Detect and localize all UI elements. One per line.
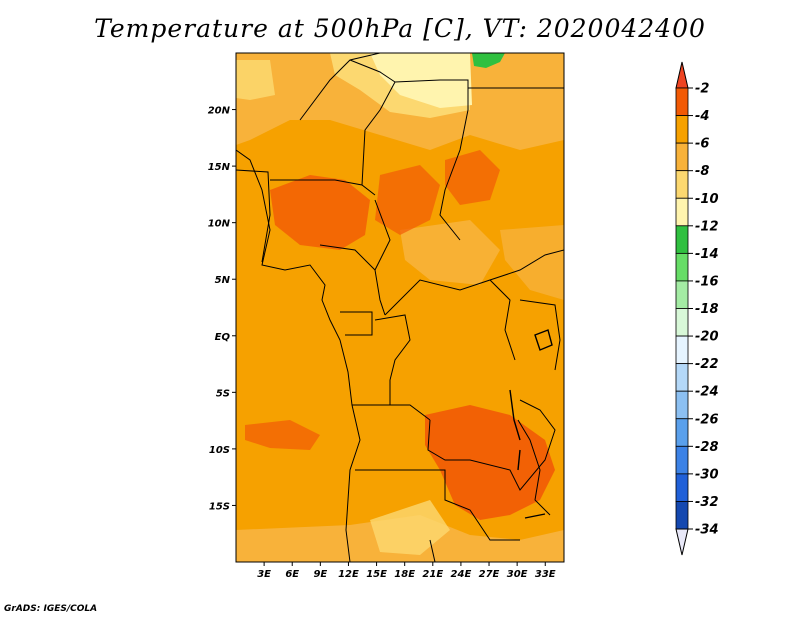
- colorbar-label: -34: [695, 523, 719, 538]
- political-boundaries: [236, 53, 564, 562]
- lon-tick-label: 9E: [313, 569, 327, 580]
- lat-tick-label: 20N: [208, 106, 231, 117]
- map-frame: [235, 52, 565, 563]
- colorbar-label: -24: [695, 385, 719, 400]
- colorbar-label: -28: [695, 440, 719, 455]
- lon-tick-label: 15E: [366, 569, 387, 580]
- lat-tick-label: 10S: [209, 445, 230, 456]
- temperature-field: [236, 53, 564, 562]
- lon-tick-label: 12E: [338, 569, 359, 580]
- lakes: [509, 329, 553, 519]
- lon-tick-label: 18E: [394, 569, 415, 580]
- latitude-axis: 20N 15N 10N 5N EQ 5S 10S 15S: [208, 106, 236, 512]
- colorbar-label: -12: [695, 219, 719, 234]
- colorbar-label: -14: [695, 247, 719, 262]
- colorbar-label: -16: [695, 274, 719, 289]
- colorbar-bin: [675, 87, 689, 116]
- colorbar-label: -18: [695, 302, 719, 317]
- lat-tick-label: 5N: [215, 275, 231, 286]
- lat-tick-label: 15N: [208, 162, 231, 173]
- colorbar-bin: [675, 170, 689, 199]
- lon-tick-label: 30E: [507, 569, 528, 580]
- lon-tick-label: 24E: [451, 569, 472, 580]
- lon-tick-label: 27E: [479, 569, 500, 580]
- colorbar-bin: [675, 363, 689, 392]
- colorbar-bin: [675, 390, 689, 420]
- colorbar-bin: [675, 308, 689, 337]
- colorbar-bin: [675, 280, 689, 309]
- field-ne-band: [515, 55, 564, 95]
- colorbar-bin: [675, 473, 689, 502]
- colorbar-label: -8: [695, 164, 709, 179]
- field-warm-sudan: [445, 150, 500, 205]
- lat-tick-label: EQ: [215, 332, 231, 343]
- field-central-light: [400, 220, 500, 285]
- colorbar-bin: [675, 115, 689, 144]
- field-warm-nigeria: [270, 175, 370, 250]
- colorbar-bin: [675, 252, 689, 282]
- lon-tick-label: 33E: [535, 569, 556, 580]
- field-warm-atlantic: [245, 420, 320, 450]
- lon-tick-label: 6E: [285, 569, 299, 580]
- lat-tick-label: 5S: [216, 388, 230, 399]
- colorbar: -2 -4 -6 -8 -10 -12 -14 -16 -18 -20 -22 -24 -26 -28 -3…: [675, 61, 719, 556]
- field-nw-cool: [236, 60, 275, 100]
- colorbar-top-arrow: [675, 61, 689, 89]
- colorbar-bin: [675, 197, 689, 227]
- colorbar-label: -6: [695, 137, 709, 152]
- colorbar-label: -30: [695, 467, 719, 482]
- colorbar-label: -32: [695, 495, 719, 510]
- longitude-axis: 3E 6E 9E 12E 15E 18E 21E 24E 27E 30E 33E: [257, 562, 556, 580]
- colorbar-label: -22: [695, 357, 719, 372]
- lat-tick-label: 15S: [209, 501, 230, 512]
- colorbar-label: -10: [695, 192, 719, 207]
- colorbar-label: -2: [695, 82, 709, 97]
- colorbar-label: -20: [695, 330, 719, 345]
- colorbar-label: -4: [695, 109, 709, 124]
- lon-tick-label: 3E: [257, 569, 271, 580]
- colorbar-bottom-arrow: [675, 528, 689, 556]
- colorbar-bin: [675, 142, 689, 172]
- colorbar-label: -26: [695, 412, 719, 427]
- footer-credit: GrADS: IGES/COLA: [4, 604, 98, 614]
- colorbar-bin: [675, 335, 689, 365]
- field-warm-chad: [375, 165, 440, 235]
- colorbar-bin: [675, 418, 689, 447]
- lat-tick-label: 10N: [208, 219, 231, 230]
- map-title: Temperature at 500hPa [C], VT: 202004240…: [94, 14, 706, 43]
- lon-tick-label: 21E: [422, 569, 443, 580]
- field-warm-zambia: [425, 405, 555, 520]
- colorbar-bin: [675, 225, 689, 254]
- field-green-patch: [472, 53, 505, 68]
- colorbar-bin: [675, 445, 689, 475]
- colorbar-bin: [675, 501, 689, 530]
